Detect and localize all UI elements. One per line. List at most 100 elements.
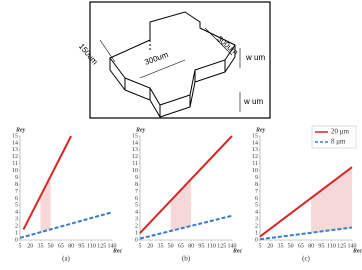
y-tick-label: 3 [135,217,138,223]
x-tick-label: 125 [337,243,346,249]
y-tick-label: 1 [135,230,138,236]
y-tick-label: 3 [15,217,18,223]
x-tick-label: 110 [327,243,336,249]
y-tick-label: 8 [15,182,18,188]
series-line [259,166,353,238]
y-tick-label: 10 [252,168,258,174]
dim-label: 300um [143,50,169,67]
y-tick-label: 2 [15,224,18,230]
y-tick-label: 8 [255,182,258,188]
x-tick-label: 125 [217,243,226,249]
shaded-region [170,179,192,231]
x-tick-label: 50 [288,243,294,249]
diagram [89,1,271,119]
y-tick-label: 9 [255,175,258,181]
y-tick-label: 0 [15,237,18,243]
series-line [259,226,353,241]
x-tick-label: 95 [198,243,204,249]
y-tick-label: 12 [12,154,18,160]
x-tick-label: 35 [37,243,43,249]
series-line [139,135,233,234]
y-tick-label: 15 [12,133,18,139]
y-tick-label: 0 [255,237,258,243]
y-tick-label: 7 [135,189,138,195]
y-tick-label: 4 [15,210,18,216]
x-tick-label: 80 [308,243,314,249]
y-tick-label: 1 [15,230,18,236]
x-tick-label: 110 [87,243,96,249]
x-tick-label: 35 [157,243,163,249]
y-tick-label: 10 [132,168,138,174]
x-tick-label: 80 [188,243,194,249]
y-tick-label: 5 [15,203,18,209]
x-tick-label: 5 [19,243,22,249]
x-tick-label: 140 [228,243,237,249]
x-tick-label: 20 [27,243,33,249]
x-tick-label: 50 [168,243,174,249]
x-tick-label: 95 [318,243,324,249]
y-tick-label: 6 [15,196,18,202]
y-tick-label: 11 [252,161,258,167]
y-tick-label: 14 [132,140,138,146]
y-tick-label: 7 [255,189,258,195]
y-tick-label: 4 [255,210,258,216]
x-tick-label: 50 [48,243,54,249]
dim-label: w um [245,53,265,62]
y-tick-label: 1 [255,230,258,236]
x-tick-label: 65 [58,243,64,249]
y-tick-label: 0 [135,237,138,243]
y-tick-label: 12 [252,154,258,160]
x-tick-label: 125 [97,243,106,249]
y-tick-label: 15 [132,133,138,139]
series-line [139,214,233,240]
series-line [22,135,73,231]
legend-label: 8 μm [331,138,346,146]
x-axis-label: Rec [112,248,123,254]
x-tick-label: 5 [259,243,262,249]
shaded-region [311,167,352,233]
x-axis-label: Rec [232,248,243,254]
y-tick-label: 5 [135,203,138,209]
x-tick-label: 140 [348,243,357,249]
x-tick-label: 65 [298,243,304,249]
x-tick-label: 95 [78,243,84,249]
shaded-region [40,176,51,233]
y-axis-label: Rey [255,127,266,133]
x-tick-label: 110 [207,243,216,249]
series-line [19,211,113,239]
caption: (a) [62,255,70,263]
y-tick-label: 14 [252,140,258,146]
dim-label: 300um [215,34,240,57]
y-tick-label: 11 [132,161,138,167]
x-tick-label: 20 [147,243,153,249]
y-tick-label: 8 [135,182,138,188]
dim-label: w um [243,97,263,106]
x-tick-label: 5 [139,243,142,249]
y-tick-label: 6 [135,196,138,202]
x-tick-label: 20 [267,243,273,249]
y-tick-label: 2 [135,224,138,230]
y-tick-label: 5 [255,203,258,209]
y-tick-label: 10 [12,168,18,174]
y-tick-label: 7 [15,189,18,195]
caption: (b) [182,255,191,263]
y-axis-label: Rey [135,127,146,133]
y-tick-label: 13 [252,147,258,153]
x-tick-label: 140 [108,243,117,249]
y-tick-label: 9 [15,175,18,181]
y-tick-label: 14 [12,140,18,146]
y-tick-label: 3 [255,217,258,223]
y-tick-label: 15 [252,133,258,139]
x-tick-label: 35 [277,243,283,249]
x-tick-label: 65 [178,243,184,249]
y-tick-label: 6 [255,196,258,202]
x-tick-label: 80 [68,243,74,249]
x-axis-label: Rec [352,248,362,254]
dim-label: 150um [77,42,100,67]
y-tick-label: 12 [132,154,138,160]
y-tick-label: 9 [135,175,138,181]
y-tick-label: 2 [255,224,258,230]
y-tick-label: 4 [135,210,138,216]
